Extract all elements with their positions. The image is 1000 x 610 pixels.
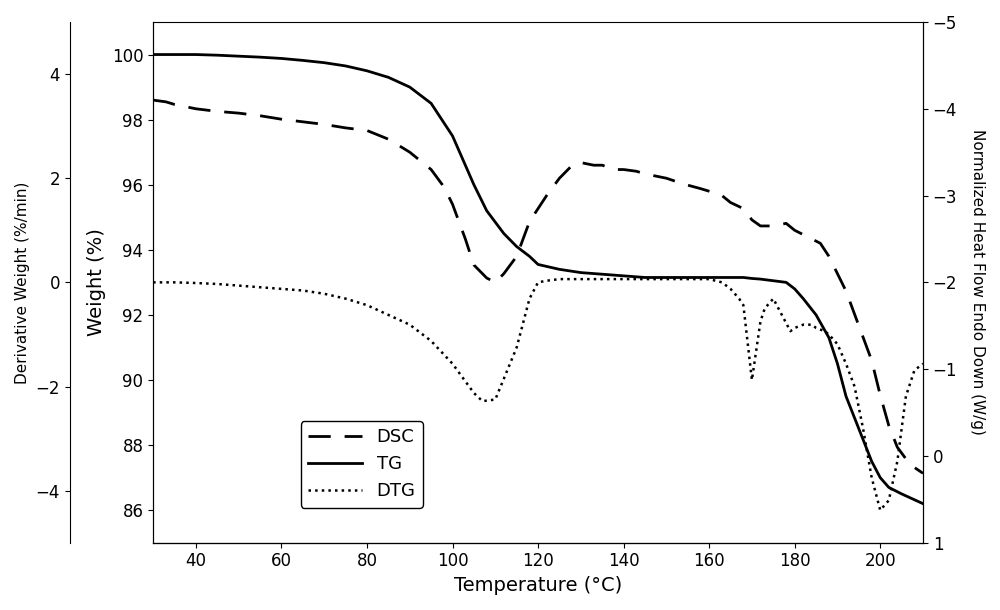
TG <box>481 207 493 215</box>
TG <box>917 500 929 508</box>
TG <box>404 84 416 91</box>
DSC <box>904 461 916 468</box>
DTG <box>190 279 202 287</box>
TG <box>780 279 792 286</box>
TG <box>425 99 437 107</box>
TG <box>823 334 835 342</box>
TG <box>810 311 822 318</box>
Y-axis label: Weight (%): Weight (%) <box>87 228 106 336</box>
DSC <box>596 162 608 169</box>
TG <box>468 181 480 188</box>
Line: TG: TG <box>153 54 923 504</box>
TG <box>382 74 394 81</box>
DSC <box>447 201 459 208</box>
DSC <box>468 261 480 268</box>
TG <box>596 271 608 278</box>
TG <box>254 54 266 61</box>
DTG <box>874 506 886 514</box>
Legend: DSC, TG, DTG: DSC, TG, DTG <box>301 421 423 508</box>
TG <box>318 59 330 66</box>
TG <box>853 425 865 432</box>
TG <box>703 274 715 281</box>
DTG <box>917 360 929 367</box>
TG <box>147 51 159 58</box>
TG <box>725 274 737 281</box>
TG <box>866 458 878 465</box>
DSC <box>147 96 159 104</box>
TG <box>233 52 245 60</box>
TG <box>524 253 536 260</box>
TG <box>789 285 801 293</box>
TG <box>883 484 895 491</box>
TG <box>553 266 565 273</box>
DTG <box>553 276 565 283</box>
TG <box>874 474 886 481</box>
TG <box>297 57 309 64</box>
X-axis label: Temperature (°C): Temperature (°C) <box>454 576 622 595</box>
TG <box>797 295 809 303</box>
Y-axis label: Normalized Heat Flow Endo Down (W/g): Normalized Heat Flow Endo Down (W/g) <box>970 129 985 436</box>
TG <box>447 132 459 140</box>
TG <box>639 274 651 281</box>
DTG <box>784 328 796 335</box>
DTG <box>147 279 159 286</box>
TG <box>896 490 908 498</box>
Line: DTG: DTG <box>153 279 923 510</box>
DTG <box>468 389 480 396</box>
TG <box>767 277 779 284</box>
TG <box>361 67 373 74</box>
DTG <box>618 276 630 283</box>
DSC <box>575 159 587 167</box>
TG <box>211 51 223 59</box>
TG <box>340 62 352 70</box>
TG <box>660 274 672 281</box>
DSC <box>725 199 737 206</box>
TG <box>275 55 287 62</box>
TG <box>498 230 510 237</box>
DSC <box>917 470 929 477</box>
DTG <box>789 325 801 332</box>
TG <box>831 360 843 367</box>
TG <box>754 276 766 283</box>
TG <box>511 243 523 250</box>
TG <box>168 51 180 58</box>
TG <box>682 274 694 281</box>
TG <box>737 274 749 281</box>
TG <box>190 51 202 58</box>
TG <box>746 274 758 282</box>
TG <box>575 269 587 276</box>
TG <box>532 261 544 268</box>
TG <box>618 272 630 279</box>
DTG <box>211 281 223 288</box>
Y-axis label: Derivative Weight (%/min): Derivative Weight (%/min) <box>15 181 30 384</box>
TG <box>840 393 852 400</box>
Line: DSC: DSC <box>153 100 923 473</box>
